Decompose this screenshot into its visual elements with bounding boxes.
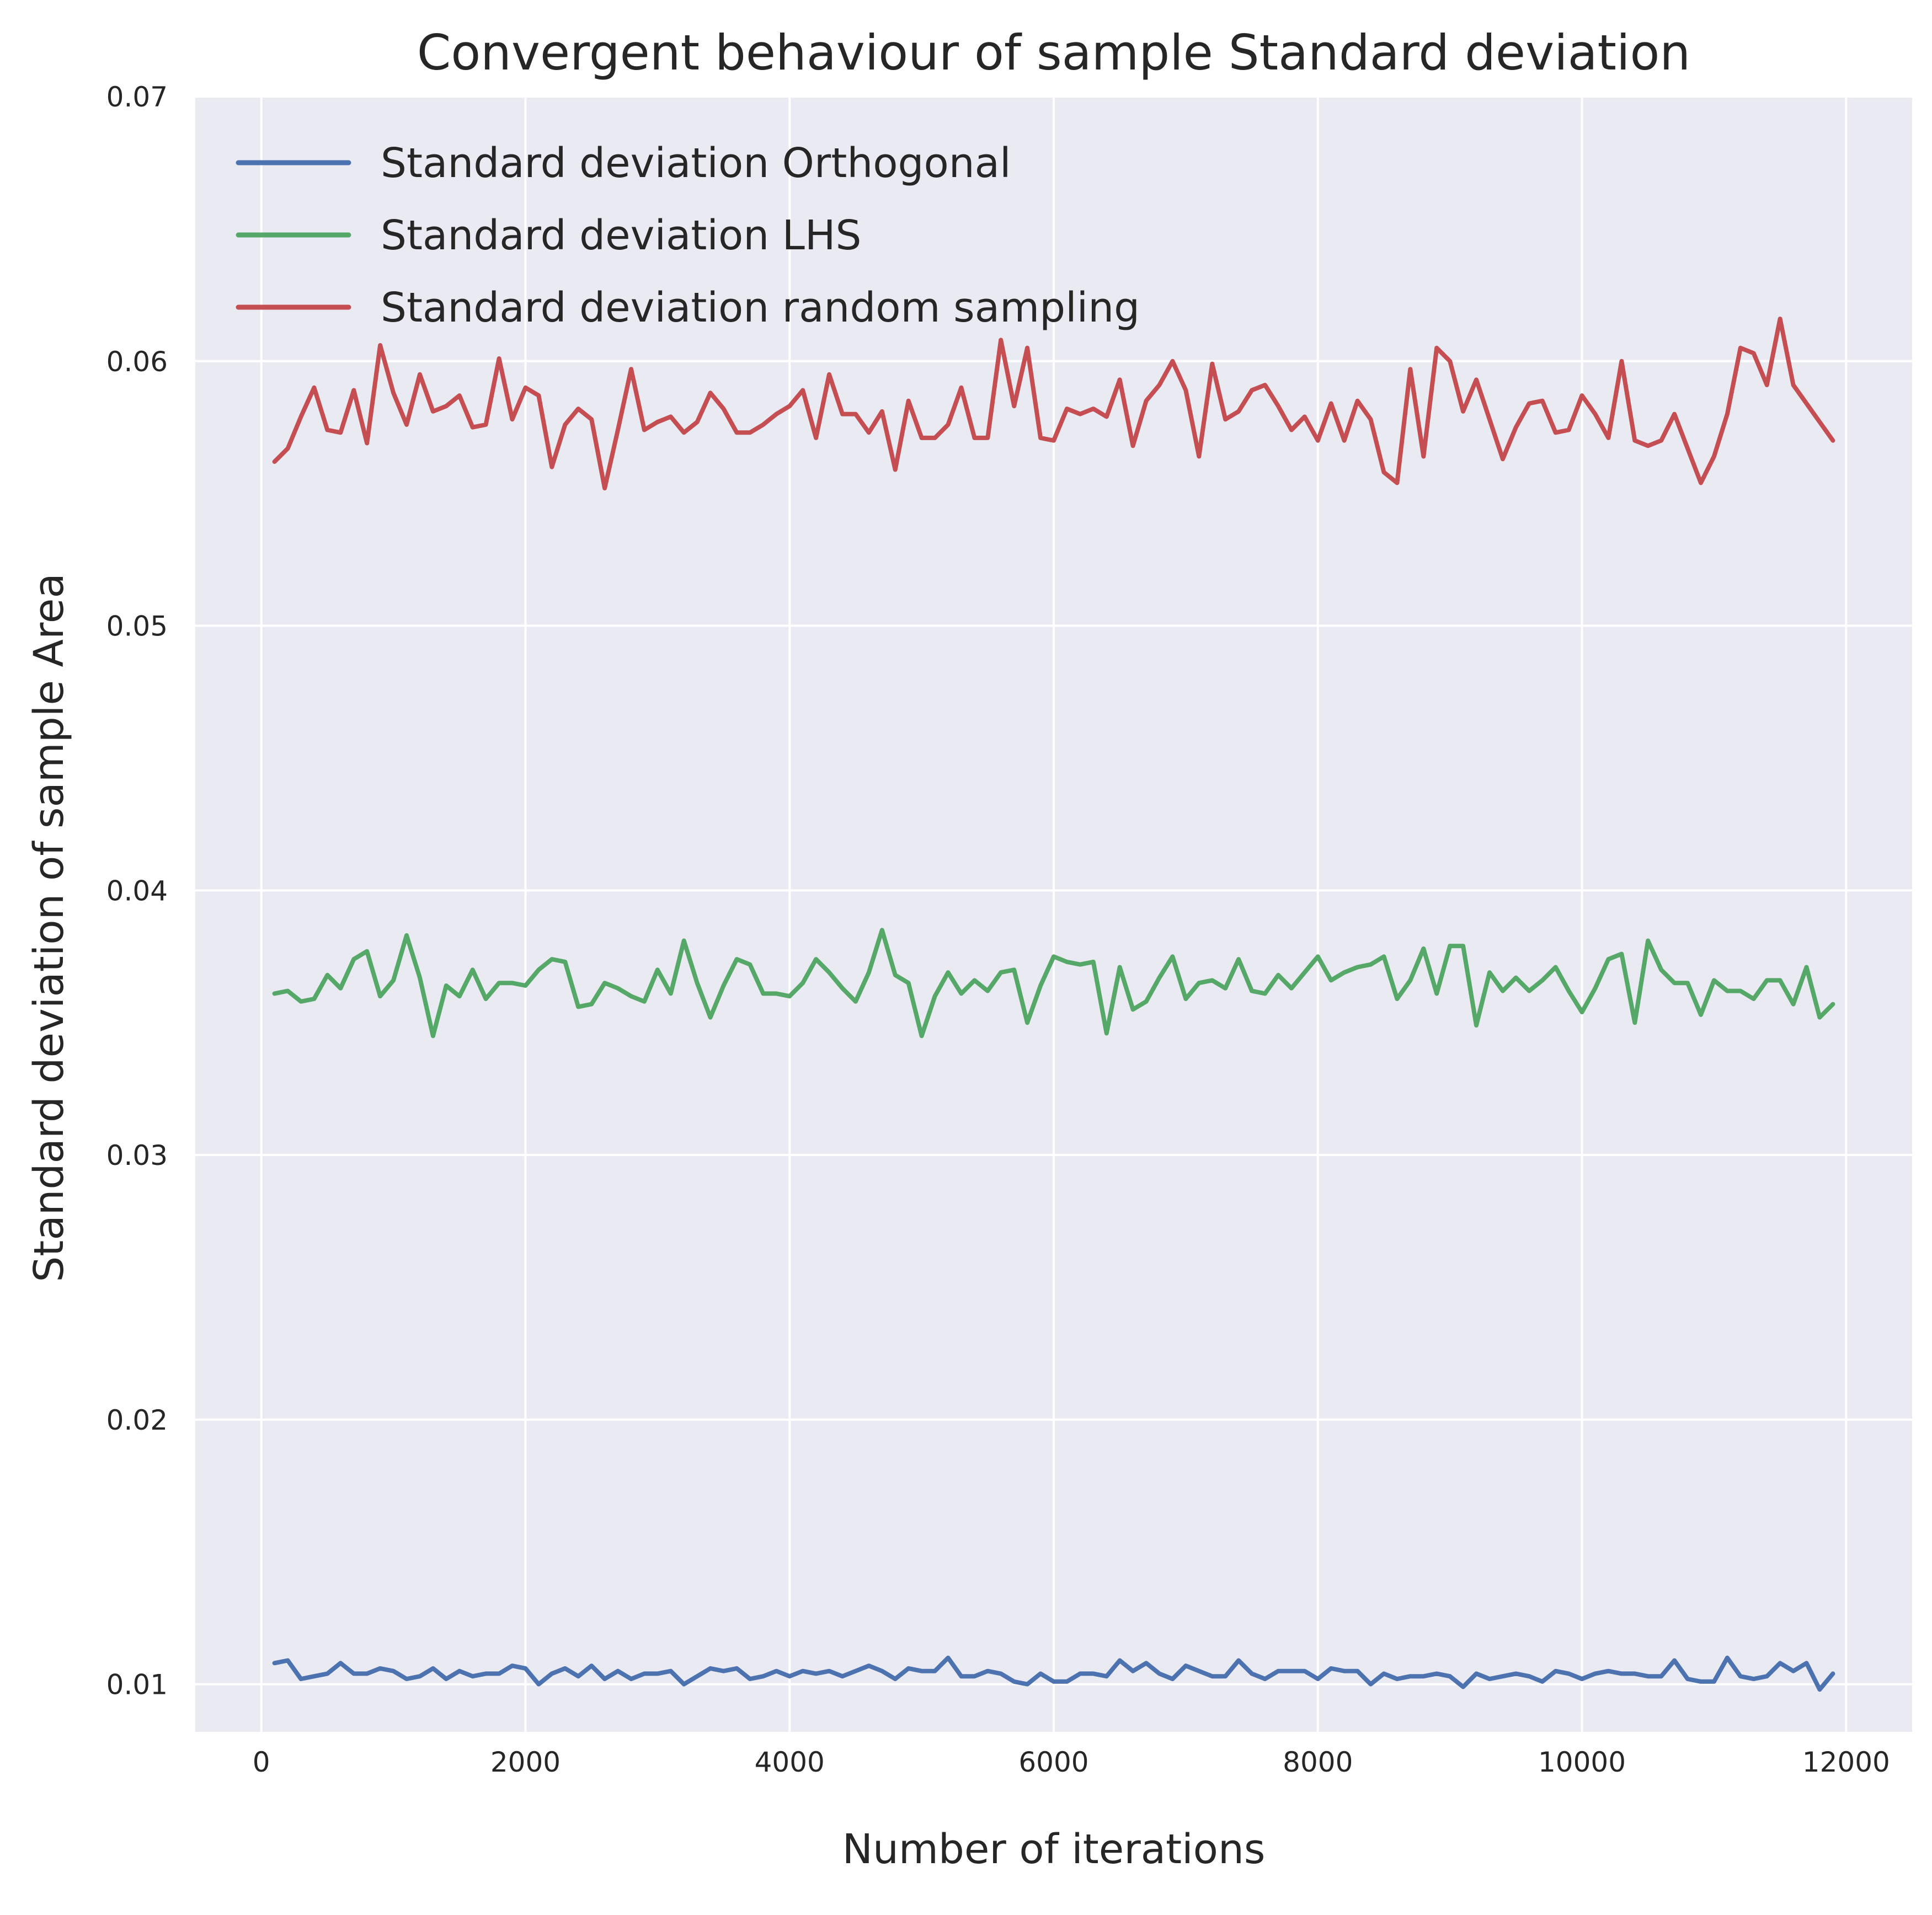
- series-line-1: [272, 928, 1835, 1039]
- y-axis-title: Standard deviation of sample Area: [25, 573, 73, 1282]
- y-tick-label: 0.06: [106, 346, 168, 378]
- y-tick-label: 0.02: [106, 1404, 168, 1436]
- y-axis-ticks: 0.01 0.02 0.03 0.04 0.05 0.06 0.07: [106, 81, 168, 1701]
- legend: Standard deviation Orthogonal Standard de…: [236, 140, 1140, 331]
- grid-lines: [195, 95, 1912, 1732]
- x-tick-label: 8000: [1283, 1746, 1353, 1778]
- x-tick-label: 10000: [1538, 1746, 1626, 1778]
- series-line-0: [272, 1655, 1835, 1692]
- y-tick-label: 0.03: [106, 1140, 168, 1172]
- x-axis-title: Number of iterations: [842, 1826, 1266, 1873]
- y-tick-label: 0.04: [106, 875, 168, 907]
- series-line-2: [272, 317, 1835, 491]
- x-tick-label: 2000: [490, 1746, 561, 1778]
- x-tick-label: 4000: [755, 1746, 825, 1778]
- x-axis-ticks: 0 2000 4000 6000 8000 10000 12000: [253, 1746, 1890, 1778]
- y-tick-label: 0.07: [106, 81, 168, 113]
- legend-label: Standard deviation Orthogonal: [381, 140, 1011, 187]
- legend-label: Standard deviation LHS: [381, 212, 862, 259]
- x-tick-label: 0: [253, 1746, 270, 1778]
- y-tick-label: 0.05: [106, 611, 168, 643]
- x-tick-label: 6000: [1018, 1746, 1088, 1778]
- series-layer: [272, 317, 1835, 1692]
- y-tick-label: 0.01: [106, 1669, 168, 1701]
- legend-label: Standard deviation random sampling: [381, 284, 1140, 331]
- chart-title: Convergent behaviour of sample Standard …: [417, 24, 1690, 81]
- x-tick-label: 12000: [1802, 1746, 1890, 1778]
